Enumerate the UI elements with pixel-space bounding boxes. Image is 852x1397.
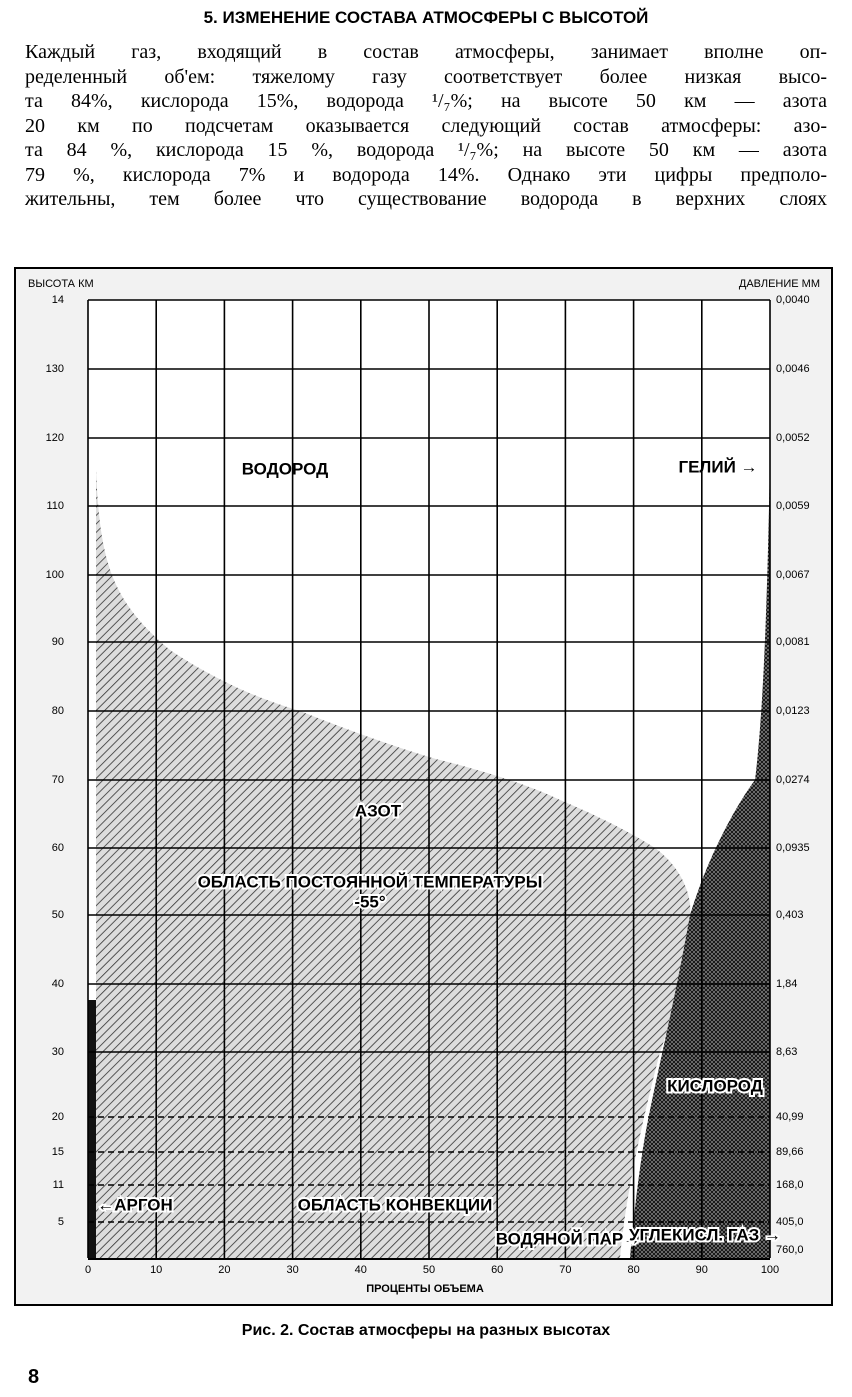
y-tick-label: 30: [52, 1046, 64, 1058]
right-tick-label: 168,0: [776, 1179, 804, 1191]
title: 5. ИЗМЕНЕНИЕ СОСТАВА АТМОСФЕРЫ С ВЫСОТОЙ: [203, 8, 649, 27]
x-tick-label: 60: [491, 1264, 503, 1276]
region-label: ВОДЯНОЙ ПАР→: [496, 1229, 640, 1248]
axis-title: ВЫСОТА КМ: [28, 278, 94, 290]
y-tick-label: 60: [52, 842, 64, 854]
x-tick-label: 80: [627, 1264, 639, 1276]
argon-band: [88, 1000, 96, 1258]
right-tick-label: 0,0052: [776, 432, 810, 444]
text-line: 20 км по подсчетам оказывается следующий…: [25, 114, 827, 137]
oxygen-area: [630, 460, 770, 1258]
right-tick-label: 0,0040: [776, 294, 810, 306]
nitrogen-area: [96, 470, 691, 1258]
region-label: КИСЛОРОД: [667, 1076, 763, 1095]
right-tick-label: 0,0067: [776, 569, 810, 581]
x-tick-label: 90: [696, 1264, 708, 1276]
x-axis: [88, 1258, 770, 1260]
y-tick-label: 14: [52, 294, 64, 306]
right-tick-label: 1,84: [776, 978, 797, 990]
region-label: ОБЛАСТЬ ПОСТОЯННОЙ ТЕМПЕРАТУРЫ: [198, 872, 543, 891]
caption: Рис. 2. Состав атмосферы на разных высот…: [241, 1322, 611, 1339]
text-line: 79 %, кислорода 7% и водорода 14%. Однак…: [25, 163, 827, 186]
text-line: Каждый газ, входящий в состав атмосферы,…: [25, 41, 827, 63]
y-tick-label: 80: [52, 705, 64, 717]
right-tick-label: 0,0046: [776, 363, 810, 375]
y-tick-label: 90: [52, 636, 64, 648]
y-tick-label: 110: [46, 500, 64, 512]
paragraph: Каждый газ, входящий в состав атмосферы,…: [25, 40, 827, 212]
text-line: ределенный об'ем: тяжелому газу соответс…: [25, 65, 827, 88]
region-label: ОБЛАСТЬ КОНВЕКЦИИ: [298, 1195, 493, 1214]
x-tick-label: 30: [286, 1264, 298, 1276]
right-tick-label: 0,0274: [776, 774, 810, 786]
right-tick-label: 0,0081: [776, 636, 810, 648]
y-tick-label: 20: [52, 1111, 64, 1123]
y-tick-label: 100: [46, 569, 64, 581]
x-tick-label: 50: [423, 1264, 435, 1276]
x-tick-label: 70: [559, 1264, 571, 1276]
region-label: -55°: [354, 892, 386, 911]
right-tick-label: 89,66: [776, 1146, 804, 1158]
right-tick-label: 405,0: [776, 1216, 804, 1228]
y-tick-label: 11: [53, 1179, 64, 1191]
x-tick-label: 0: [85, 1264, 91, 1276]
y-tick-label: 50: [52, 909, 64, 921]
axis-title: ПРОЦЕНТЫ ОБЪЕМА: [366, 1283, 484, 1295]
grid: [87, 299, 771, 1258]
x-tick-label: 40: [355, 1264, 367, 1276]
right-tick-label: 0,0059: [776, 500, 810, 512]
region-label: АЗОТ: [355, 801, 402, 820]
figure-texts: 0 10 20 30 40 50 60 70 80 90 100 14 130 120 110 100 90 80…: [28, 278, 820, 1295]
y-tick-label: 120: [46, 432, 64, 444]
text-line: жительны, тем более что существование во…: [25, 188, 827, 210]
right-tick-label: 0,403: [776, 909, 804, 921]
region-label: ГЕЛИЙ →: [678, 457, 757, 476]
x-tick-label: 10: [150, 1264, 162, 1276]
y-tick-label: 130: [46, 363, 64, 375]
y-tick-label: 70: [52, 774, 64, 786]
right-tick-label: 0,0123: [776, 705, 810, 717]
region-label: ←АРГОН: [97, 1195, 173, 1214]
x-tick-label: 20: [218, 1264, 230, 1276]
y-tick-label: 15: [52, 1146, 64, 1158]
right-tick-label: 40,99: [776, 1111, 804, 1123]
region-label: УГЛЕКИСЛ. ГАЗ →: [629, 1225, 781, 1244]
y-tick-label: 40: [52, 978, 64, 990]
y-tick-label: 5: [58, 1216, 64, 1228]
x-tick-label: 100: [761, 1264, 779, 1276]
right-tick-label: 8,63: [776, 1046, 797, 1058]
region-label: ВОДОРОД: [242, 459, 328, 478]
text-line: та 84 %, кислорода 15 %, водорода ¹/₇%; …: [25, 139, 827, 161]
text-line: та 84%, кислорода 15%, водорода ¹/₇%; на…: [25, 90, 827, 112]
right-tick-label: 0,0935: [776, 842, 810, 854]
axis-title: ДАВЛЕНИЕ ММ: [739, 278, 820, 290]
right-tick-label: 760,0: [776, 1244, 804, 1256]
page-number: 8: [28, 1366, 40, 1388]
